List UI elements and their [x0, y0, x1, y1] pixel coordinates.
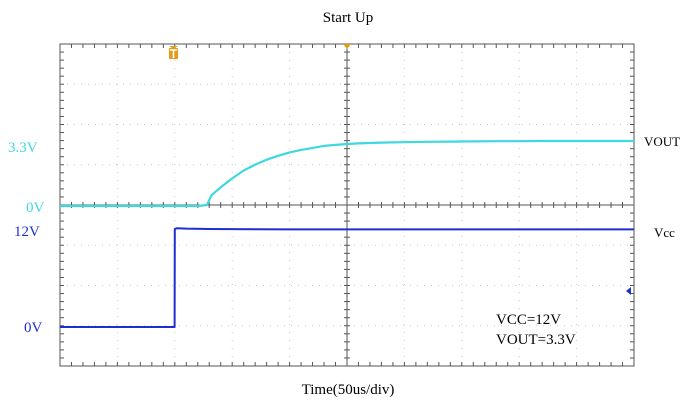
plot-area: [59, 43, 635, 367]
vcc-level-label-12v: 12V: [14, 224, 40, 240]
series-line-vout: [60, 139, 634, 208]
annotation-vout: VOUT=3.3V: [496, 332, 576, 348]
annotation-vcc: VCC=12V: [496, 312, 561, 328]
series-line-vcc: [60, 227, 634, 328]
series-group: [60, 139, 634, 328]
vout-channel-name: VOUT: [644, 134, 680, 149]
x-axis-label: Time(50us/div): [302, 382, 395, 398]
vout-level-label-0v: 0V: [26, 200, 45, 216]
level-arrow-icon: [626, 287, 631, 295]
vcc-channel-name: Vcc: [654, 225, 675, 240]
vcc-level-label-0v: 0V: [24, 320, 43, 336]
trigger-position-icon: [343, 44, 351, 49]
trigger-t-icon: [169, 46, 178, 59]
vout-level-label-3v3: 3.3V: [8, 140, 38, 156]
chart-title: Start Up: [323, 10, 373, 26]
